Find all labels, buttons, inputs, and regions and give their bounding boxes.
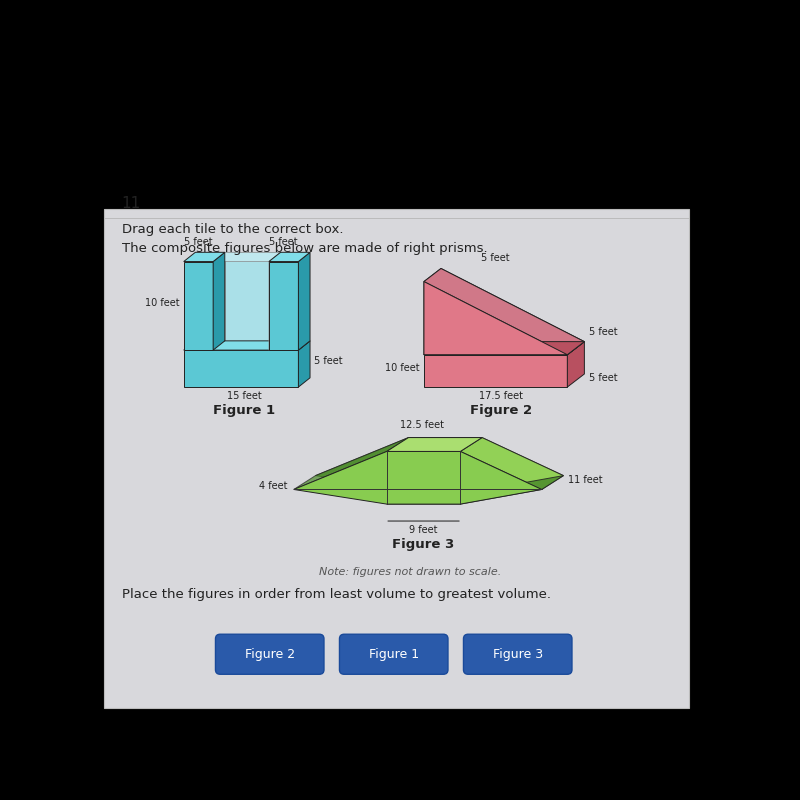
FancyBboxPatch shape — [104, 209, 689, 708]
Polygon shape — [298, 252, 310, 350]
Polygon shape — [184, 252, 225, 262]
Text: 11: 11 — [122, 196, 141, 210]
Text: 10 feet: 10 feet — [386, 363, 420, 373]
Text: Figure 3: Figure 3 — [392, 538, 454, 551]
Text: Place the figures in order from least volume to greatest volume.: Place the figures in order from least vo… — [122, 588, 550, 601]
Text: Figure 2: Figure 2 — [245, 648, 294, 661]
Polygon shape — [386, 438, 482, 451]
Polygon shape — [298, 341, 310, 387]
Polygon shape — [424, 282, 567, 354]
FancyBboxPatch shape — [339, 634, 448, 674]
Text: 17.5 feet: 17.5 feet — [478, 390, 522, 401]
Polygon shape — [424, 342, 584, 354]
Polygon shape — [213, 252, 281, 262]
Text: Figure 3: Figure 3 — [493, 648, 542, 661]
Polygon shape — [424, 354, 567, 387]
Polygon shape — [567, 342, 584, 387]
FancyBboxPatch shape — [215, 634, 324, 674]
Polygon shape — [386, 490, 482, 504]
Polygon shape — [269, 252, 310, 262]
Polygon shape — [184, 262, 213, 350]
Text: 4 feet: 4 feet — [259, 482, 287, 491]
Text: 5 feet: 5 feet — [184, 237, 213, 246]
Polygon shape — [460, 438, 563, 490]
Polygon shape — [460, 476, 563, 504]
Polygon shape — [225, 252, 281, 341]
Text: 5 feet: 5 feet — [314, 356, 342, 366]
Text: 5 feet: 5 feet — [482, 253, 510, 262]
Text: The composite figures below are made of right prisms.: The composite figures below are made of … — [122, 242, 487, 255]
Text: 5 feet: 5 feet — [270, 237, 298, 246]
Polygon shape — [184, 341, 310, 350]
Polygon shape — [213, 252, 225, 350]
Polygon shape — [269, 262, 298, 350]
Text: Note: figures not drawn to scale.: Note: figures not drawn to scale. — [319, 567, 501, 577]
Polygon shape — [269, 252, 281, 350]
Polygon shape — [424, 269, 441, 354]
Polygon shape — [441, 269, 584, 342]
Text: 12.5 feet: 12.5 feet — [400, 420, 444, 430]
Polygon shape — [315, 438, 563, 490]
Text: 5 feet: 5 feet — [589, 373, 618, 382]
Text: 10 feet: 10 feet — [146, 298, 180, 308]
Polygon shape — [294, 451, 542, 504]
Text: 5 feet: 5 feet — [589, 327, 618, 338]
Text: 9 feet: 9 feet — [409, 525, 438, 534]
Text: 15 feet: 15 feet — [227, 390, 262, 401]
Text: Figure 1: Figure 1 — [369, 648, 418, 661]
Polygon shape — [424, 342, 584, 354]
Polygon shape — [294, 438, 409, 490]
Text: Drag each tile to the correct box.: Drag each tile to the correct box. — [122, 223, 343, 236]
FancyBboxPatch shape — [463, 634, 572, 674]
Polygon shape — [184, 350, 298, 387]
Text: Figure 2: Figure 2 — [470, 404, 532, 417]
Text: Figure 1: Figure 1 — [214, 404, 275, 417]
Text: 11 feet: 11 feet — [568, 474, 602, 485]
Polygon shape — [424, 269, 584, 354]
